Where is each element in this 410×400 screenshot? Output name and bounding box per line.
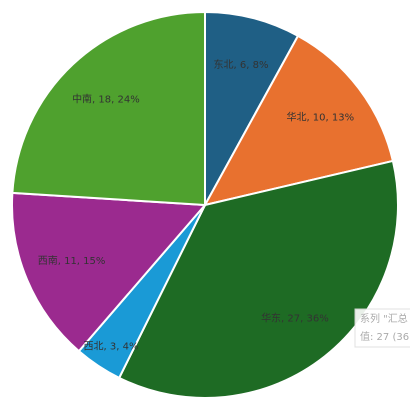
data-label: 西南, 11, 15% <box>38 254 106 267</box>
data-label: 中南, 18, 24% <box>72 92 140 105</box>
tooltip-text: 值: 27 (36 <box>360 330 409 343</box>
data-label: 华东, 27, 36% <box>261 311 329 324</box>
pie-slice <box>204 10 300 206</box>
pie-slice <box>11 191 208 353</box>
data-label: 西北, 3, 4% <box>84 340 139 352</box>
tooltip-text: 系列 "汇总 <box>360 312 408 325</box>
data-label: 东北, 6, 8% <box>214 58 269 71</box>
tooltip-box <box>354 308 410 348</box>
data-label: 华北, 10, 13% <box>286 110 354 123</box>
pie-slice <box>203 34 395 207</box>
tooltip: 系列 "汇总 值: 27 (36 <box>354 308 410 348</box>
pie-slice <box>11 10 206 207</box>
pie-slice <box>117 159 399 399</box>
